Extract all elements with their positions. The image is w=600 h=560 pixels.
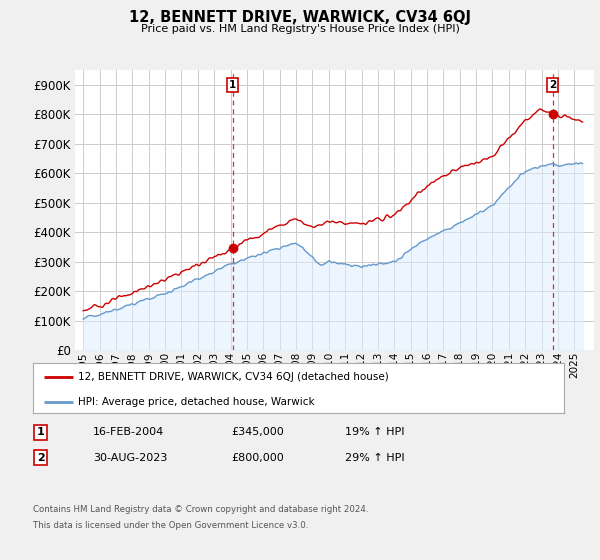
- Text: 2: 2: [549, 80, 556, 90]
- Text: HPI: Average price, detached house, Warwick: HPI: Average price, detached house, Warw…: [78, 397, 315, 407]
- Text: Contains HM Land Registry data © Crown copyright and database right 2024.: Contains HM Land Registry data © Crown c…: [33, 505, 368, 514]
- Text: Price paid vs. HM Land Registry's House Price Index (HPI): Price paid vs. HM Land Registry's House …: [140, 24, 460, 34]
- Text: 29% ↑ HPI: 29% ↑ HPI: [345, 452, 404, 463]
- Text: 16-FEB-2004: 16-FEB-2004: [93, 427, 164, 437]
- Text: 2: 2: [37, 452, 44, 463]
- Text: 19% ↑ HPI: 19% ↑ HPI: [345, 427, 404, 437]
- Text: 12, BENNETT DRIVE, WARWICK, CV34 6QJ (detached house): 12, BENNETT DRIVE, WARWICK, CV34 6QJ (de…: [78, 372, 389, 382]
- Text: 12, BENNETT DRIVE, WARWICK, CV34 6QJ: 12, BENNETT DRIVE, WARWICK, CV34 6QJ: [129, 10, 471, 25]
- Text: 1: 1: [229, 80, 236, 90]
- Text: 30-AUG-2023: 30-AUG-2023: [93, 452, 167, 463]
- Text: £800,000: £800,000: [231, 452, 284, 463]
- Text: 1: 1: [37, 427, 44, 437]
- Text: This data is licensed under the Open Government Licence v3.0.: This data is licensed under the Open Gov…: [33, 521, 308, 530]
- Text: £345,000: £345,000: [231, 427, 284, 437]
